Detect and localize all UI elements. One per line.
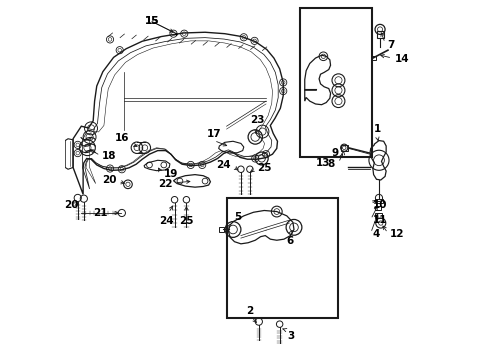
Text: 2: 2 bbox=[246, 306, 253, 316]
Text: 15: 15 bbox=[144, 17, 159, 27]
Text: 20: 20 bbox=[64, 200, 79, 210]
Text: 16: 16 bbox=[115, 133, 129, 143]
Text: 22: 22 bbox=[158, 179, 172, 189]
Text: 7: 7 bbox=[386, 40, 394, 50]
Bar bbox=[218, 227, 223, 231]
Text: 18: 18 bbox=[102, 151, 116, 161]
Bar bbox=[341, 145, 348, 150]
Bar bbox=[226, 198, 337, 318]
Text: 9: 9 bbox=[331, 148, 338, 158]
Bar bbox=[375, 213, 381, 218]
Bar bbox=[375, 206, 380, 211]
Text: 4: 4 bbox=[372, 229, 380, 239]
Bar bbox=[371, 56, 375, 60]
Text: 20: 20 bbox=[102, 175, 116, 185]
Text: 19: 19 bbox=[163, 169, 178, 179]
Text: 6: 6 bbox=[286, 236, 293, 246]
Text: 12: 12 bbox=[389, 229, 404, 239]
Text: 25: 25 bbox=[257, 163, 271, 173]
Text: 5: 5 bbox=[233, 212, 241, 222]
Text: 14: 14 bbox=[394, 54, 408, 64]
Text: 23: 23 bbox=[249, 116, 264, 126]
Text: 24: 24 bbox=[216, 160, 230, 170]
Bar bbox=[375, 199, 382, 203]
Text: 8: 8 bbox=[327, 159, 334, 169]
Text: 13: 13 bbox=[316, 158, 330, 168]
Text: 21: 21 bbox=[93, 208, 107, 218]
Text: 25: 25 bbox=[179, 216, 193, 226]
Text: 1: 1 bbox=[373, 124, 380, 134]
Bar bbox=[376, 31, 383, 39]
Text: 3: 3 bbox=[287, 331, 294, 341]
Bar bbox=[300, 8, 371, 157]
Text: 17: 17 bbox=[206, 129, 221, 139]
Text: 15: 15 bbox=[144, 17, 159, 27]
Text: 10: 10 bbox=[372, 200, 386, 210]
Text: 24: 24 bbox=[159, 216, 173, 226]
Text: 11: 11 bbox=[372, 215, 386, 225]
